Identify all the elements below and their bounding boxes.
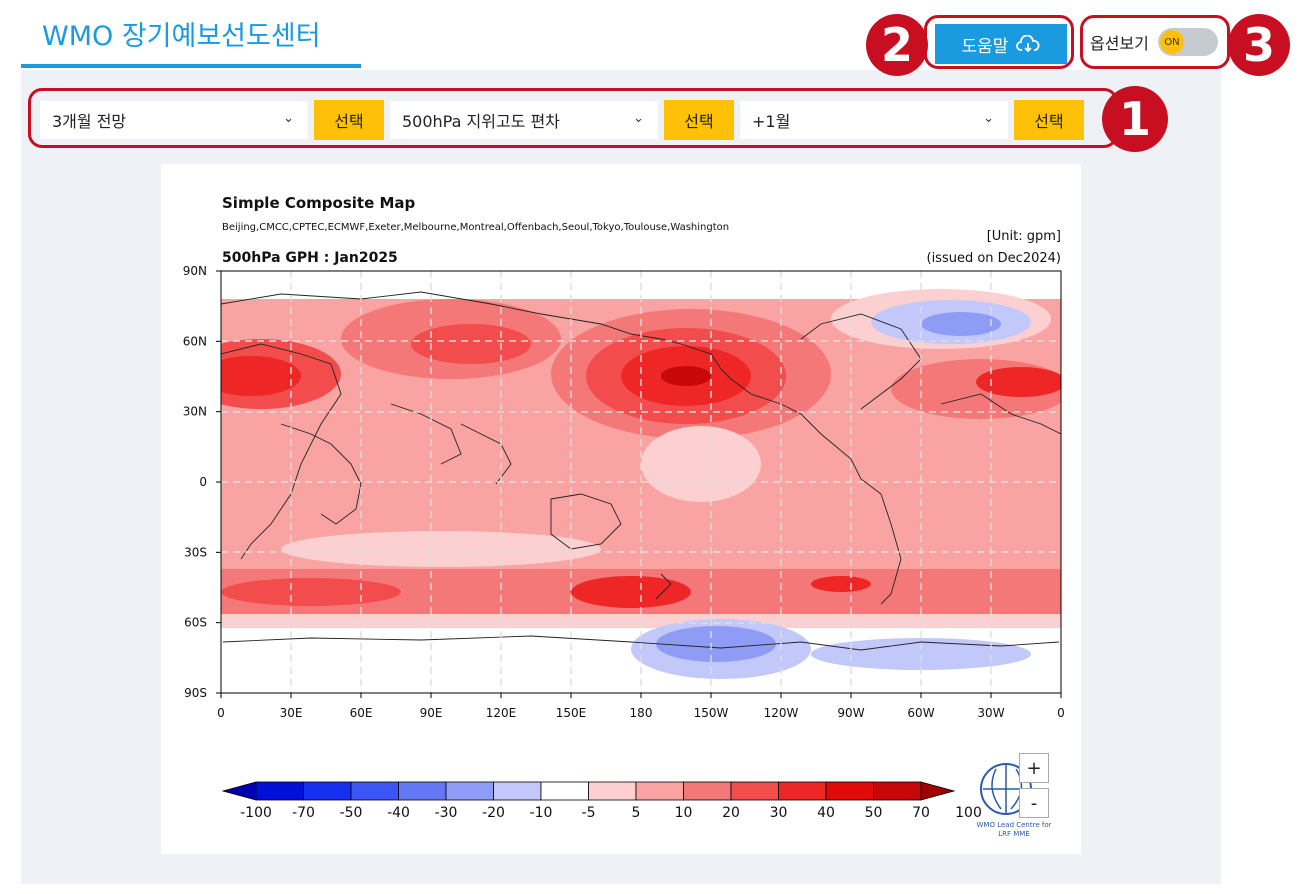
- variable-select[interactable]: 500hPa 지위고도 편차 ⌄: [390, 101, 658, 139]
- colorbar-segment: [825, 781, 874, 801]
- x-tick-label: 150E: [556, 706, 587, 720]
- y-axis: 90N 60N 30N 0 30S 60S 90S: [183, 264, 221, 700]
- colorbar-segment: [730, 781, 779, 801]
- options-toggle[interactable]: ON: [1158, 28, 1218, 56]
- colorbar-segment: [493, 781, 542, 801]
- x-tick-label: 60E: [350, 706, 373, 720]
- colorbar-label: 70: [912, 805, 930, 821]
- help-label: 도움말: [961, 36, 1009, 56]
- colorbar-extend-low: [221, 781, 257, 801]
- x-tick-label: 90E: [420, 706, 443, 720]
- colorbar-label: -10: [530, 805, 553, 821]
- x-tick-label: 90W: [837, 706, 864, 720]
- graticule: [221, 271, 1061, 693]
- page-title: WMO 장기예보선도센터: [42, 21, 321, 52]
- colorbar-segment: [683, 781, 732, 801]
- title-underline: [21, 64, 361, 68]
- badge-3: 3: [1228, 14, 1290, 76]
- x-tick-label: 60W: [907, 706, 934, 720]
- y-tick-label: 0: [199, 475, 207, 489]
- colorbar-label: -5: [582, 805, 596, 821]
- y-tick-label: 60N: [183, 334, 207, 348]
- colorbar-segment: [540, 781, 589, 801]
- logo-text-line1: WMO Lead Centre for: [977, 821, 1052, 829]
- colorbar-segment: [873, 781, 922, 801]
- x-tick-label: 30W: [977, 706, 1004, 720]
- colorbar-segment: [778, 781, 827, 801]
- x-tick-label: 150W: [694, 706, 729, 720]
- colorbar-label: -100: [240, 805, 272, 821]
- map-subtitle: 500hPa GPH : Jan2025: [222, 250, 398, 266]
- x-tick-label: 0: [217, 706, 225, 720]
- map-centres: Beijing,CMCC,CPTEC,ECMWF,Exeter,Melbourn…: [222, 222, 729, 233]
- options-label: 옵션보기: [1090, 34, 1149, 53]
- badge-2: 2: [866, 14, 928, 76]
- colorbar-label: -40: [387, 805, 410, 821]
- toggle-knob: ON: [1160, 30, 1184, 54]
- logo-text-line2: LRF MME: [998, 830, 1030, 838]
- colorbar-label: 10: [675, 805, 693, 821]
- map-issued: (issued on Dec2024): [927, 251, 1062, 266]
- y-tick-label: 30N: [183, 405, 207, 419]
- variable-select-button[interactable]: 선택: [664, 100, 734, 140]
- anomaly-field: [221, 271, 1061, 693]
- map-title: Simple Composite Map: [222, 194, 416, 212]
- chevron-down-icon: ⌄: [283, 111, 294, 126]
- colorbar-label: -20: [482, 805, 505, 821]
- colorbar-label: 20: [722, 805, 740, 821]
- map-card: Simple Composite Map Beijing,CMCC,CPTEC,…: [161, 164, 1081, 854]
- chevron-down-icon: ⌄: [633, 111, 644, 126]
- colorbar-label: -50: [340, 805, 363, 821]
- x-axis: 0 30E 60E 90E 120E 150E 180 150W 120W 90W 60W 30W 0: [217, 693, 1065, 720]
- map-unit: [Unit: gpm]: [987, 229, 1061, 244]
- composite-map: Simple Composite Map Beijing,CMCC,CPTEC,…: [183, 194, 1065, 838]
- y-tick-label: 90N: [183, 264, 207, 278]
- colorbar-segment: [255, 781, 304, 801]
- badge-1: 1: [1102, 86, 1168, 152]
- y-tick-label: 60S: [184, 616, 207, 630]
- lead-select-button[interactable]: 선택: [1014, 100, 1084, 140]
- colorbar-segment: [350, 781, 399, 801]
- colorbar-segment: [303, 781, 352, 801]
- period-select[interactable]: 3개월 전망 ⌄: [40, 101, 308, 139]
- cloud-download-icon: [1016, 35, 1040, 53]
- colorbar-segment: [445, 781, 494, 801]
- x-tick-label: 180: [630, 706, 653, 720]
- variable-value: 500hPa 지위고도 편차: [402, 112, 560, 131]
- period-value: 3개월 전망: [52, 112, 127, 131]
- lead-value: +1월: [752, 112, 791, 131]
- colorbar-label: 50: [865, 805, 883, 821]
- zoom-out-button[interactable]: -: [1019, 788, 1049, 818]
- colorbar-label: 100: [955, 805, 982, 821]
- colorbar-segment: [635, 781, 684, 801]
- colorbar-extend-high: [920, 781, 956, 801]
- zoom-in-button[interactable]: +: [1019, 753, 1049, 783]
- x-tick-label: 0: [1057, 706, 1065, 720]
- period-select-button[interactable]: 선택: [314, 100, 384, 140]
- colorbar-label: -30: [435, 805, 458, 821]
- x-tick-label: 120W: [764, 706, 799, 720]
- help-button[interactable]: 도움말: [935, 24, 1067, 64]
- colorbar-label: 30: [770, 805, 788, 821]
- lead-select[interactable]: +1월 ⌄: [740, 101, 1008, 139]
- chevron-down-icon: ⌄: [983, 111, 994, 126]
- coastlines: [221, 291, 1061, 651]
- colorbar-label: 5: [632, 805, 641, 821]
- x-tick-label: 30E: [280, 706, 303, 720]
- y-tick-label: 30S: [184, 545, 207, 559]
- colorbar-label: 40: [817, 805, 835, 821]
- x-tick-label: 120E: [486, 706, 517, 720]
- colorbar-segment: [398, 781, 447, 801]
- colorbar-segment: [588, 781, 637, 801]
- y-tick-label: 90S: [184, 686, 207, 700]
- colorbar: -100 -70 -50 -40 -30 -20 -10 -5 5 10 20 30 40 50 70 100: [221, 781, 982, 821]
- colorbar-label: -70: [292, 805, 315, 821]
